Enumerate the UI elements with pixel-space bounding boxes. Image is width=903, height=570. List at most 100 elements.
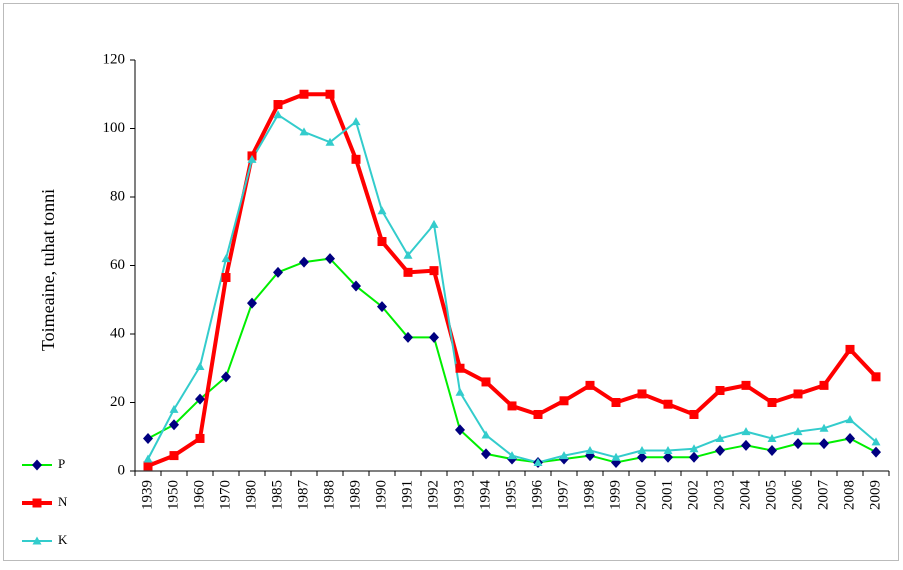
data-point (403, 250, 413, 259)
data-point (221, 272, 231, 282)
x-tick-label: 2000 (633, 480, 649, 510)
data-point (169, 404, 179, 413)
data-point (299, 127, 309, 136)
data-point (507, 451, 517, 460)
data-point (143, 432, 153, 444)
data-point (273, 100, 283, 110)
x-tick-label: 2009 (867, 480, 883, 510)
chart-border (3, 3, 899, 561)
data-point (845, 432, 855, 444)
data-point (429, 266, 439, 276)
data-point (793, 438, 803, 450)
data-point (663, 399, 673, 409)
data-point (819, 438, 829, 450)
x-tick-label: 2008 (841, 480, 857, 510)
data-point (429, 219, 439, 228)
x-tick-label: 1990 (373, 480, 389, 510)
x-tick-label: 2006 (789, 480, 805, 511)
legend-marker (32, 536, 42, 545)
x-tick-label: 1987 (295, 480, 311, 511)
data-point (169, 451, 179, 461)
data-point (325, 253, 335, 265)
y-tick-label: 100 (103, 120, 126, 136)
x-tick-label: 2002 (685, 480, 701, 510)
data-point (559, 451, 569, 460)
x-tick-label: 1995 (503, 480, 519, 510)
data-point (637, 389, 647, 399)
data-point (429, 331, 439, 343)
x-tick-label: 1992 (425, 480, 441, 510)
data-point (273, 110, 283, 119)
x-tick-label: 1985 (269, 480, 285, 510)
legend-marker (32, 498, 42, 508)
data-point (403, 267, 413, 277)
data-point (195, 393, 205, 405)
data-point (793, 427, 803, 436)
data-point (299, 89, 309, 99)
data-point (689, 451, 699, 463)
data-point (767, 444, 777, 456)
x-tick-label: 1998 (581, 480, 597, 510)
data-point (403, 331, 413, 343)
data-point (299, 256, 309, 268)
data-point (559, 396, 569, 406)
x-tick-label: 2007 (815, 480, 831, 511)
data-point (689, 444, 699, 453)
data-point (507, 401, 517, 411)
data-point (273, 266, 283, 278)
x-tick-label: 1993 (451, 480, 467, 510)
data-point (767, 398, 777, 407)
data-point (715, 386, 725, 396)
x-tick-label: 1994 (477, 480, 493, 511)
x-tick-label: 2001 (659, 480, 675, 510)
x-tick-label: 1980 (243, 480, 259, 510)
data-point (845, 415, 855, 424)
data-point (585, 380, 595, 390)
data-point (663, 445, 673, 454)
x-tick-label: 1991 (399, 480, 415, 510)
legend-marker (32, 459, 42, 471)
x-tick-label: 1997 (555, 480, 571, 511)
x-tick-label: 1996 (529, 480, 545, 511)
data-point (663, 451, 673, 463)
data-point (819, 380, 829, 390)
data-point (611, 452, 621, 461)
x-tick-label: 2004 (737, 480, 753, 511)
data-point (481, 430, 491, 439)
data-point (767, 433, 777, 442)
legend-label: K (58, 532, 68, 547)
y-tick-label: 20 (110, 394, 125, 410)
data-point (195, 362, 205, 371)
data-point (325, 89, 335, 99)
data-point (741, 439, 751, 451)
data-point (637, 451, 647, 463)
data-point (481, 448, 491, 460)
y-tick-label: 40 (110, 325, 125, 341)
data-point (481, 377, 491, 387)
data-point (741, 427, 751, 436)
data-point (611, 398, 621, 407)
y-tick-label: 60 (110, 257, 125, 273)
data-point (351, 154, 361, 164)
data-point (793, 389, 803, 399)
x-tick-label: 1988 (321, 480, 337, 510)
y-axis-title: Toimeaine, tuhat tonni (38, 189, 58, 351)
data-point (195, 433, 205, 443)
x-tick-label: 1970 (217, 480, 233, 510)
x-tick-label: 2005 (763, 480, 779, 510)
legend-label: N (58, 494, 68, 509)
data-point (871, 372, 881, 382)
x-tick-label: 1950 (165, 480, 181, 510)
x-tick-label: 2003 (711, 480, 727, 510)
x-tick-label: 1939 (139, 480, 155, 510)
legend-label: P (58, 456, 65, 471)
y-tick-label: 0 (118, 462, 126, 478)
data-point (169, 419, 179, 431)
x-tick-label: 1960 (191, 480, 207, 510)
data-point (715, 444, 725, 456)
data-point (871, 437, 881, 446)
data-point (377, 237, 387, 247)
y-tick-label: 80 (110, 188, 125, 204)
data-point (325, 137, 335, 146)
data-point (455, 424, 465, 436)
